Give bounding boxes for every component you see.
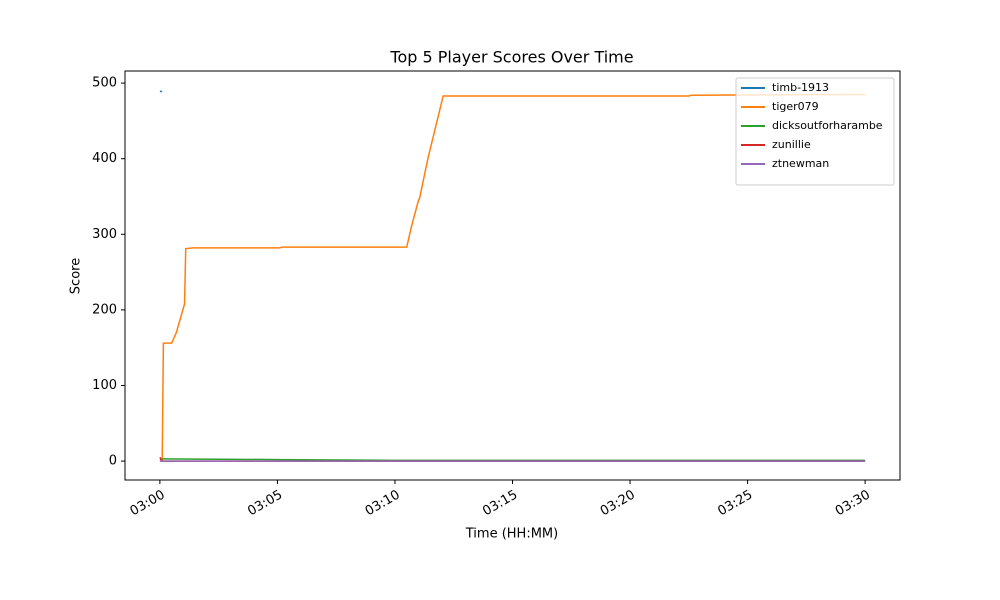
- legend-label: timb-1913: [772, 81, 829, 94]
- legend-box: [735, 77, 895, 186]
- legend-label: zunillie: [772, 138, 811, 151]
- legend-label: tiger079: [772, 100, 819, 113]
- y-tick-label: 200: [92, 302, 117, 317]
- x-axis-label: Time (HH:MM): [465, 527, 558, 542]
- chart-title: Top 5 Player Scores Over Time: [389, 48, 633, 67]
- legend-label: ztnewman: [772, 157, 829, 170]
- series-line: [159, 93, 866, 461]
- y-tick-label: 500: [92, 76, 117, 91]
- series-line: [162, 458, 866, 462]
- y-tick-label: 400: [92, 151, 117, 166]
- legend-label: dicksoutforharambe: [772, 119, 883, 132]
- y-tick-label: 100: [92, 378, 117, 393]
- y-tick-label: 300: [92, 227, 117, 242]
- plot-frame: [124, 70, 901, 481]
- y-tick-label: 0: [109, 454, 117, 469]
- legend: timb-1913 tiger079 dicksoutforharambe zunil…: [735, 77, 895, 186]
- y-axis-label: Score: [69, 258, 84, 294]
